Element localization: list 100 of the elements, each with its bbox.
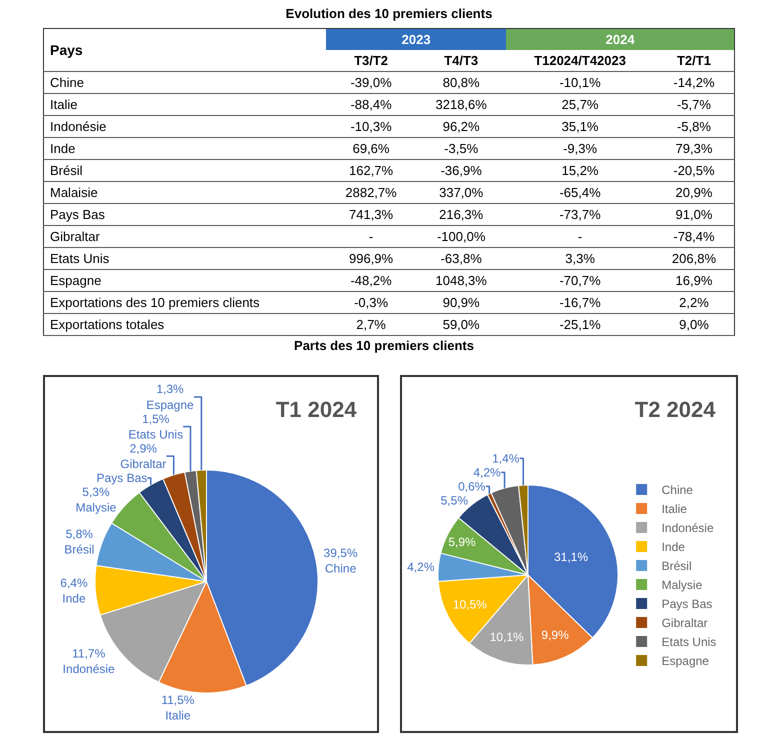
category-label: Italie	[50, 97, 78, 112]
text: 59,0%	[442, 317, 480, 332]
category-label: Indonésie	[50, 119, 106, 134]
text: -100,0%	[436, 229, 486, 244]
text: -	[368, 229, 374, 244]
slice-label: Indonésie	[62, 662, 116, 676]
category-label: T12024/T42023	[506, 50, 654, 72]
text: 9,0%	[679, 317, 709, 332]
text: 90,9%	[442, 295, 480, 310]
category-label: Inde	[50, 141, 76, 156]
category-label: Espagne	[50, 273, 102, 288]
text: -10,3%	[350, 119, 392, 134]
text: 35,1%	[562, 119, 598, 134]
slice-label: Inde	[62, 591, 86, 606]
category-label: Exportations totales	[50, 317, 164, 332]
text: -5,7%	[676, 97, 711, 112]
category-label: Etats Unis	[50, 251, 110, 266]
text: 2,2%	[679, 295, 709, 310]
legend-label: Pays Bas	[662, 597, 712, 612]
text: -0,3%	[354, 295, 388, 310]
text: -9,3%	[563, 141, 598, 156]
data-label: 5,9%	[448, 534, 476, 549]
text: -73,7%	[559, 207, 601, 222]
text: 69,6%	[352, 141, 390, 156]
category-label: Exportations des 10 premiers clients	[50, 295, 260, 310]
slice-label: Italie	[165, 708, 191, 722]
legend-label: Inde	[662, 540, 686, 554]
legend-label: Espagne	[662, 654, 710, 668]
text: -88,4%	[350, 97, 392, 112]
data-label: 1,3%	[156, 382, 184, 396]
category-label: Pays Bas	[50, 207, 105, 222]
legend-label: Indonésie	[662, 521, 714, 536]
text: 3,3%	[565, 251, 595, 266]
text: 2023	[326, 28, 506, 50]
text: -5,8%	[676, 119, 711, 134]
category-label: T2/T1	[654, 50, 734, 72]
text: 25,7%	[562, 97, 598, 112]
text: -48,2%	[350, 273, 392, 288]
data-label: 2,9%	[130, 441, 158, 456]
text: 2882,7%	[345, 185, 397, 200]
category-label: Brésil	[50, 163, 83, 178]
slice-label: Chine	[324, 562, 357, 576]
legend-label: Chine	[662, 483, 694, 498]
text: 20,9%	[676, 185, 712, 200]
text: 2,7%	[356, 317, 386, 332]
text: 15,2%	[562, 163, 598, 178]
text: -	[578, 229, 582, 244]
legend-label: Brésil	[662, 559, 692, 574]
chart-title: T2 2024	[634, 396, 716, 422]
text: 337,0%	[439, 185, 484, 200]
slice-label: Etats Unis	[128, 427, 184, 442]
legend-label: Malysie	[662, 578, 703, 592]
text: Parts des 10 premiers clients	[293, 338, 475, 353]
text: -3,5%	[444, 141, 478, 156]
text: Evolution des 10 premiers clients	[284, 5, 494, 23]
text: -16,7%	[559, 295, 601, 310]
text: -36,9%	[440, 163, 482, 178]
data-label: 11,7%	[72, 646, 106, 660]
text: -14,2%	[673, 75, 715, 90]
category-label: T4/T3	[416, 50, 506, 72]
text: -70,7%	[559, 273, 601, 288]
data-label: 10,5%	[452, 597, 488, 612]
text: 16,9%	[676, 273, 712, 288]
text: -39,0%	[350, 75, 392, 90]
legend-label: Etats Unis	[662, 635, 716, 650]
text: -25,1%	[559, 317, 601, 332]
data-label: 0,6%	[458, 479, 486, 494]
text: 216,3%	[439, 207, 484, 222]
data-label: 1,4%	[492, 451, 520, 466]
text: -65,4%	[559, 185, 601, 200]
data-label: 39,5%	[324, 546, 358, 560]
category-label: Chine	[50, 75, 84, 90]
data-label: 1,5%	[142, 412, 170, 426]
text: -78,4%	[673, 229, 715, 244]
text: Pays	[44, 28, 326, 72]
data-label: 4,2%	[407, 560, 435, 574]
text: 96,2%	[442, 119, 480, 134]
category-label: Malaisie	[50, 185, 98, 200]
data-label: 5,3%	[82, 484, 110, 499]
legend-label: Gibraltar	[662, 616, 708, 630]
data-label: 9,9%	[541, 628, 570, 642]
slice-label: Espagne	[146, 398, 194, 412]
text: -10,1%	[559, 75, 601, 90]
data-label: 10,1%	[490, 630, 524, 644]
text: 79,3%	[676, 141, 712, 156]
legend-label: Italie	[662, 502, 688, 516]
data-label: 31,1%	[554, 550, 588, 564]
slice-label: Brésil	[64, 542, 94, 557]
category-label: Gibraltar	[50, 229, 100, 244]
data-label: 11,5%	[161, 692, 195, 707]
text: T1 2024	[276, 396, 358, 422]
text: 91,0%	[676, 207, 712, 222]
slice-label: Malysie	[76, 500, 117, 515]
text: -20,5%	[673, 163, 715, 178]
text: 206,8%	[672, 251, 716, 266]
data-label: 4,2%	[473, 465, 502, 480]
text: 741,3%	[349, 207, 394, 222]
text: 162,7%	[349, 163, 394, 178]
text: 996,9%	[349, 251, 394, 266]
text: 2024	[506, 28, 734, 50]
